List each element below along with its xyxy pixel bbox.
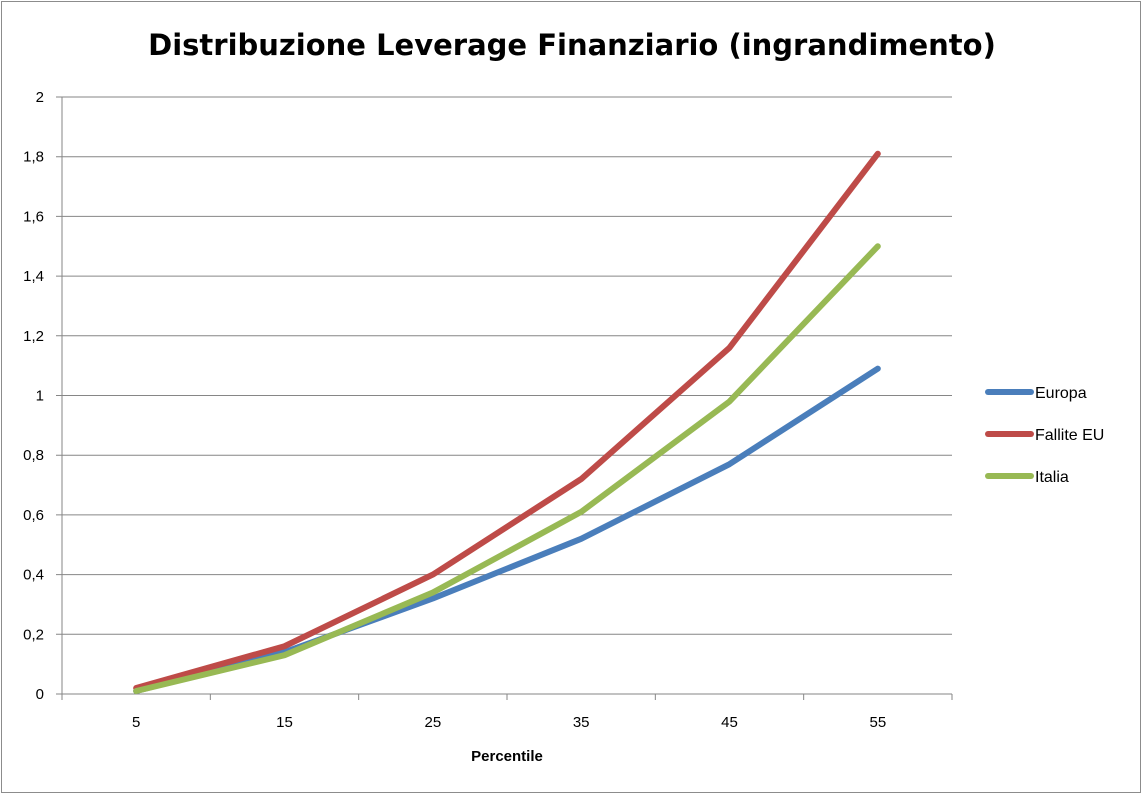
y-tick-label: 1,2 [23, 328, 44, 345]
x-tick-label: 55 [869, 714, 886, 731]
y-tick-label: 1,8 [23, 149, 44, 166]
y-tick-label: 0,4 [23, 567, 44, 584]
y-tick-label: 0,8 [23, 447, 44, 464]
series-line-2 [133, 150, 881, 692]
y-tick-label: 1 [36, 388, 44, 405]
y-tick-label: 2 [36, 89, 44, 106]
y-tick-label: 0,2 [23, 626, 44, 643]
x-axis-title: Percentile [471, 748, 543, 765]
x-tick-label: 15 [276, 714, 293, 731]
y-tick-label: 0,6 [23, 507, 44, 524]
legend-label: Europa [1035, 385, 1087, 402]
x-tick-label: 45 [721, 714, 738, 731]
x-tick-label: 5 [132, 714, 140, 731]
y-tick-label: 0 [36, 686, 44, 703]
x-tick-label: 25 [424, 714, 441, 731]
x-tick-label: 35 [573, 714, 590, 731]
chart-title: Distribuzione Leverage Finanziario (ingr… [148, 28, 996, 62]
series-line-3 [133, 243, 881, 695]
legend-label: Italia [1035, 469, 1069, 486]
legend-label: Fallite EU [1035, 427, 1104, 444]
y-tick-label: 1,4 [23, 268, 44, 285]
y-tick-label: 1,6 [23, 208, 44, 225]
